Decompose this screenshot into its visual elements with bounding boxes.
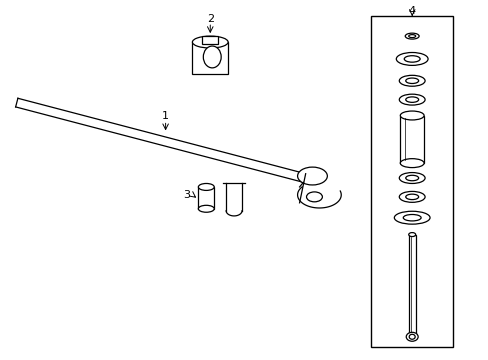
Ellipse shape bbox=[393, 211, 429, 224]
Ellipse shape bbox=[399, 75, 424, 86]
Bar bbox=[198, 187, 214, 209]
Ellipse shape bbox=[400, 159, 423, 168]
FancyBboxPatch shape bbox=[192, 42, 228, 74]
Text: 3: 3 bbox=[183, 190, 189, 200]
Text: 2: 2 bbox=[206, 14, 213, 24]
Ellipse shape bbox=[198, 184, 214, 190]
Ellipse shape bbox=[404, 56, 419, 62]
Ellipse shape bbox=[408, 334, 414, 339]
Bar bbox=[370, 16, 452, 347]
Ellipse shape bbox=[203, 46, 221, 68]
Ellipse shape bbox=[399, 172, 424, 184]
Ellipse shape bbox=[405, 33, 418, 39]
Ellipse shape bbox=[406, 332, 417, 341]
Text: 1: 1 bbox=[162, 111, 169, 121]
Bar bbox=[400, 116, 423, 163]
Ellipse shape bbox=[405, 194, 418, 199]
Ellipse shape bbox=[306, 192, 322, 202]
Ellipse shape bbox=[405, 78, 418, 84]
Text: 4: 4 bbox=[408, 6, 415, 16]
Ellipse shape bbox=[405, 175, 418, 181]
Ellipse shape bbox=[297, 167, 326, 185]
Ellipse shape bbox=[408, 35, 415, 37]
Ellipse shape bbox=[408, 233, 415, 237]
Bar bbox=[408, 235, 415, 337]
Ellipse shape bbox=[403, 215, 420, 221]
Ellipse shape bbox=[399, 192, 424, 202]
Ellipse shape bbox=[395, 53, 427, 66]
Ellipse shape bbox=[198, 205, 214, 212]
Ellipse shape bbox=[399, 94, 424, 105]
Ellipse shape bbox=[400, 111, 423, 120]
Ellipse shape bbox=[405, 97, 418, 102]
Bar bbox=[202, 36, 218, 44]
Ellipse shape bbox=[192, 36, 228, 48]
